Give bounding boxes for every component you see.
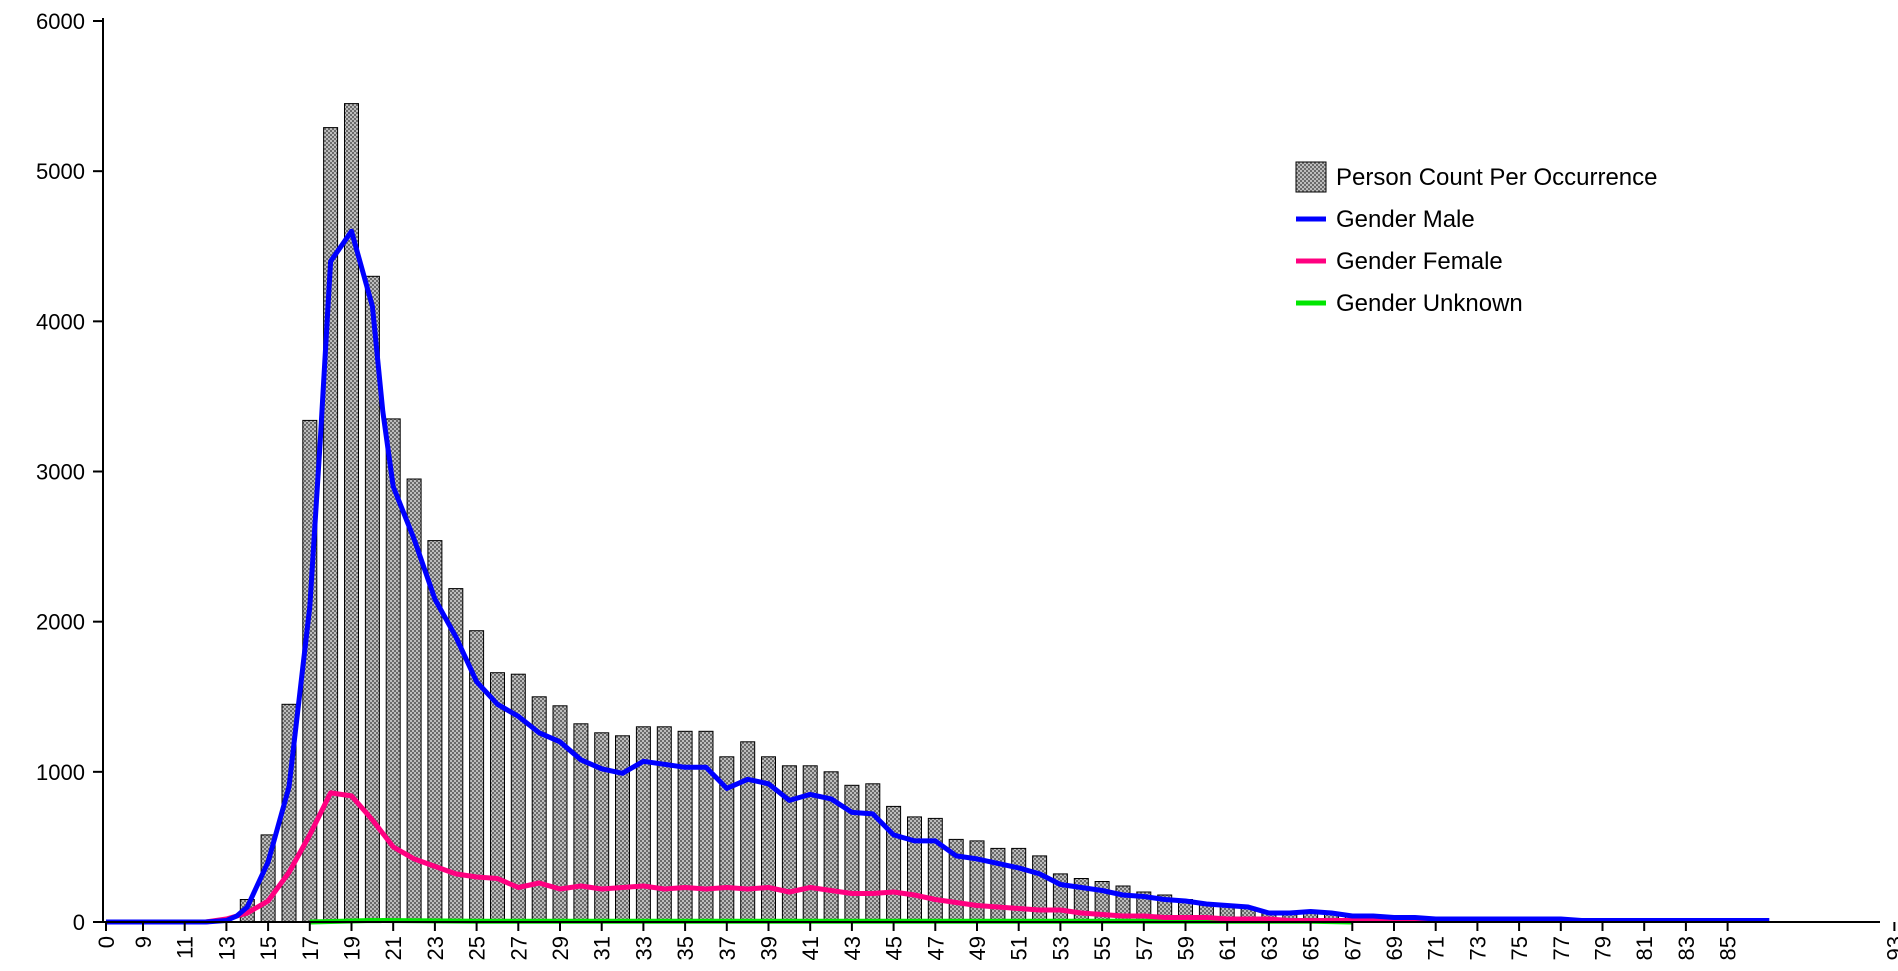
y-tick-label: 1000 xyxy=(36,760,85,785)
legend-label-gender-male: Gender Male xyxy=(1336,206,1475,233)
y-tick-label: 6000 xyxy=(36,9,85,34)
legend-label-gender-female: Gender Female xyxy=(1336,248,1503,275)
x-tick-label: 21 xyxy=(381,936,406,960)
legend-swatch-person-count-per-occurrence xyxy=(1295,161,1327,193)
bar-age-33 xyxy=(635,726,651,923)
x-tick-label: 93 xyxy=(1882,936,1898,960)
x-tick-label: 29 xyxy=(548,936,573,960)
x-tick-label: 65 xyxy=(1299,936,1324,960)
legend: Person Count Per Occurrence Gender Male Ge… xyxy=(1295,161,1657,317)
bar-age-38 xyxy=(740,741,756,923)
x-tick-label: 83 xyxy=(1674,936,1699,960)
x-tick-label: 85 xyxy=(1716,936,1741,960)
y-tick-label: 0 xyxy=(73,910,85,935)
bar-age-46 xyxy=(907,816,922,923)
x-tick-label: 9 xyxy=(131,936,156,948)
bar-age-43 xyxy=(844,784,860,923)
y-tick-label: 3000 xyxy=(36,460,85,485)
x-tick-label: 27 xyxy=(506,936,531,960)
bar-age-44 xyxy=(865,783,881,923)
x-tick-label: 35 xyxy=(673,936,698,960)
legend-label-gender-unknown: Gender Unknown xyxy=(1336,290,1523,317)
bar-age-36 xyxy=(698,730,714,923)
bar-age-42 xyxy=(823,771,839,923)
bar-age-45 xyxy=(886,805,902,923)
bar-age-41 xyxy=(802,765,818,923)
bar-age-32 xyxy=(615,735,630,923)
x-tick-label: 11 xyxy=(173,936,198,959)
bar-age-50 xyxy=(990,847,1006,923)
bar-age-34 xyxy=(656,726,672,923)
series-line-gender-female xyxy=(184,790,1561,925)
bar-age-49 xyxy=(969,840,985,923)
x-tick-label: 63 xyxy=(1257,936,1282,960)
series-line-gender-male xyxy=(106,228,1770,925)
x-tick-label: 61 xyxy=(1215,936,1240,960)
bar-age-26 xyxy=(490,672,505,923)
x-tick-label: 13 xyxy=(214,936,239,960)
x-tick-label: 15 xyxy=(256,936,281,960)
x-tick-label: 41 xyxy=(798,936,823,960)
y-tick-label: 5000 xyxy=(36,159,85,184)
x-tick-label: 71 xyxy=(1424,936,1449,960)
x-tick-label: 69 xyxy=(1382,936,1407,960)
bar-age-40 xyxy=(781,765,797,923)
y-tick-label: 2000 xyxy=(36,610,85,635)
x-tick-label: 81 xyxy=(1632,936,1657,960)
x-tick-label: 39 xyxy=(757,936,782,960)
x-tick-label: 59 xyxy=(1174,936,1199,960)
x-tick-label: 73 xyxy=(1465,936,1490,960)
bars-layer xyxy=(239,103,1756,923)
x-tick-label: 33 xyxy=(631,936,656,960)
x-tick-label: 0 xyxy=(94,936,119,948)
x-tick-label: 45 xyxy=(882,936,907,960)
x-tick-label: 49 xyxy=(965,936,990,960)
x-tick-label: 23 xyxy=(423,936,448,960)
x-tick-label: 57 xyxy=(1132,936,1157,960)
x-tick-label: 47 xyxy=(923,936,948,960)
y-tick-label: 4000 xyxy=(36,309,85,334)
x-tick-label: 55 xyxy=(1090,936,1115,960)
x-tick-label: 37 xyxy=(715,936,740,960)
x-tick-label: 19 xyxy=(340,936,365,960)
x-tick-label: 79 xyxy=(1591,936,1616,960)
legend-label-person-count-per-occurrence: Person Count Per Occurrence xyxy=(1336,164,1657,191)
bar-age-47 xyxy=(927,817,943,923)
x-tick-label: 53 xyxy=(1048,936,1073,960)
x-tick-label: 67 xyxy=(1340,936,1365,960)
x-tick-label: 75 xyxy=(1507,936,1532,960)
x-tick-label: 31 xyxy=(590,936,615,960)
x-tick-label: 43 xyxy=(840,936,865,960)
bar-age-31 xyxy=(594,732,610,923)
x-tick-label: 17 xyxy=(298,936,323,960)
bar-age-35 xyxy=(677,730,693,923)
x-tick-label: 25 xyxy=(465,936,490,960)
x-tick-label: 77 xyxy=(1549,936,1574,960)
x-tick-label: 51 xyxy=(1007,936,1032,960)
